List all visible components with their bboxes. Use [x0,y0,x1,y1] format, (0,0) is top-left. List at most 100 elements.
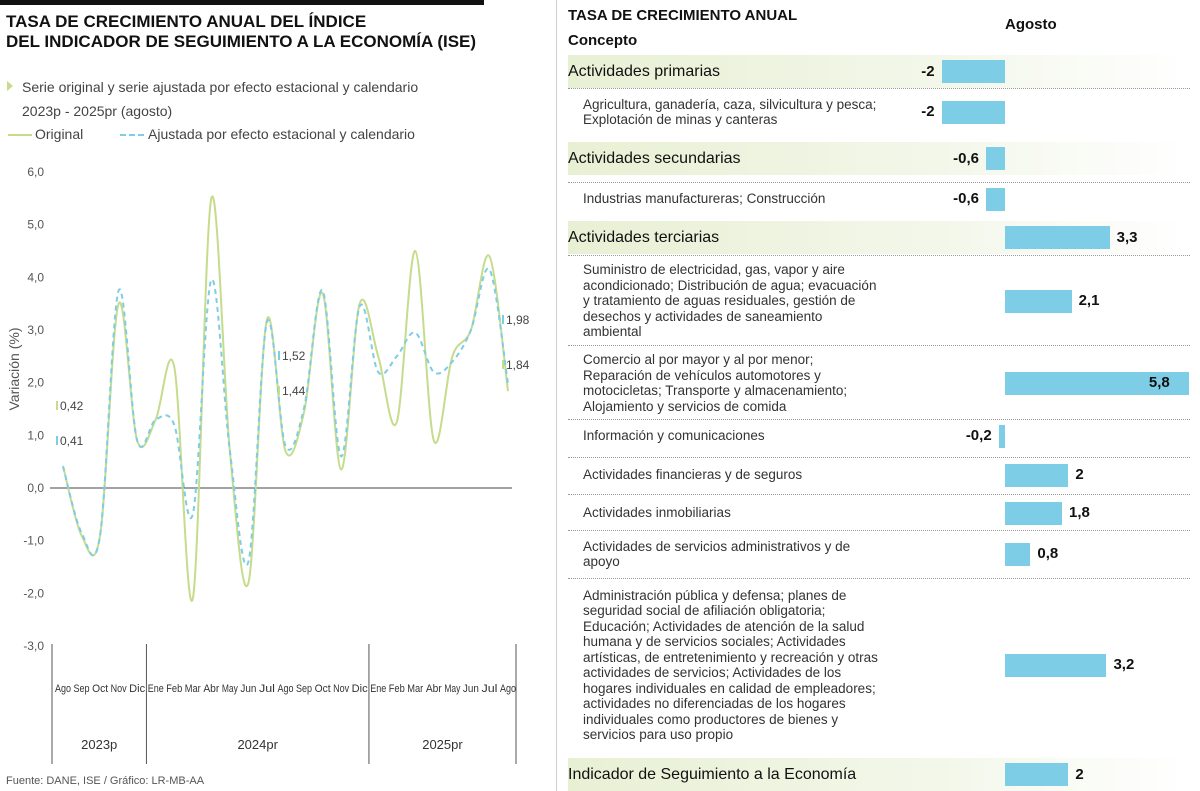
x-tick-label: Dic [129,683,146,695]
label-end-adjusted: 1,98 [506,313,530,327]
label-mid-original: 1,44 [282,384,306,398]
y-tick-label: 6,0 [27,165,44,179]
y-tick-label: 5,0 [27,218,44,232]
panel-divider [556,0,557,791]
row-separator [568,494,1190,495]
y-tick-label: 4,0 [27,270,44,284]
subcategory-row: Actividades inmobiliarias [568,496,1190,530]
row-separator [568,88,1190,89]
row-label: Indicador de Seguimiento a la Economía [568,765,857,783]
row-separator [568,578,1190,579]
title-line-1: TASA DE CRECIMIENTO ANUAL DEL ÍNDICE [6,12,367,31]
bar [1005,371,1189,395]
label-mid-original-marker [278,386,280,395]
bar-value-label: -2 [921,103,935,120]
x-tick-label: Nov [111,683,127,695]
chart-title: TASA DE CRECIMIENTO ANUAL DEL ÍNDICE DEL… [6,12,476,52]
year-label: 2023p [81,737,117,752]
bar [1005,463,1069,487]
bar [1005,542,1031,566]
category-row: Actividades secundarias [568,142,1190,175]
x-tick-label: Ago [278,683,294,695]
row-separator [568,345,1190,346]
x-tick-label: Ene [370,683,386,695]
title-line-2: DEL INDICADOR DE SEGUIMIENTO A LA ECONOM… [6,32,477,51]
label-mid-adjusted-marker [278,351,280,360]
chart-period: 2023p - 2025pr (agosto) [22,103,173,119]
bar-value-label: 0,8 [1037,545,1059,562]
bar [985,147,1005,170]
y-tick-label: -1,0 [23,534,44,548]
x-tick-label: May [444,683,460,695]
row-separator [568,255,1190,256]
bar [1005,763,1069,786]
x-tick-label: Oct [92,683,108,695]
row-label: Actividades de servicios administrativos… [583,538,851,570]
row-label: Actividades terciarias [568,228,720,246]
legend-adjusted-swatch [120,134,144,136]
x-tick-label: Ago [55,683,71,695]
x-tick-label: Ago [500,683,516,695]
bar-value-label: -2 [921,62,935,80]
label-end-original-marker [502,360,504,369]
y-tick-label: -3,0 [23,639,44,653]
top-rule [0,0,484,5]
chart-subtitle: Serie original y serie ajustada por efec… [22,79,419,95]
y-axis-label: Variación (%) [6,328,22,411]
bar-value-label: -0,2 [965,427,992,444]
subcategory-row: Suministro de electricidad, gas, vapor y… [568,257,1190,345]
label-start-original-marker [56,401,58,410]
label-start-adjusted: 0,41 [60,434,84,448]
x-tick-label: Abr [203,683,219,695]
row-label: Actividades financieras y de seguros [583,467,803,483]
row-label: Suministro de electricidad, gas, vapor y… [583,262,877,340]
x-tick-label: Jun [240,683,256,695]
x-tick-label: Abr [426,683,442,695]
bar-value-label: -0,6 [953,190,979,207]
row-label: Actividades primarias [568,62,721,80]
bar [1005,226,1110,249]
bar-value-label: 3,2 [1113,656,1135,673]
bar [1005,501,1063,525]
x-tick-label: Ene [148,683,164,695]
x-tick-label: Nov [333,683,349,695]
label-end-adjusted-marker [502,315,504,324]
row-label: Administración pública y defensa; planes… [583,587,878,743]
row-separator [568,419,1190,420]
x-tick-label: Feb [389,683,405,695]
bar-value-label: 2,1 [1078,292,1100,309]
bar-value-label: 1,8 [1069,504,1090,521]
bullet-triangle-icon [7,81,13,91]
subcategory-row: Comercio al por mayor y al por menor; Re… [568,347,1190,419]
x-tick-label: Feb [166,683,182,695]
concept-column-header: Concepto [568,32,638,49]
x-tick-label: Sep [296,683,312,695]
category-row: Indicador de Seguimiento a la Economía [568,758,1190,791]
label-mid-adjusted: 1,52 [282,349,306,363]
bar-value-label: 2 [1075,765,1084,783]
bar [985,187,1005,211]
row-separator [568,182,1190,183]
row-label: Agricultura, ganadería, caza, silvicultu… [583,96,877,128]
label-start-original: 0,42 [60,399,84,413]
bar-value-label: 2 [1075,466,1084,483]
label-start-adjusted-marker [56,436,58,445]
subcategory-row: Industrias manufactureras; Construcción [568,184,1190,214]
x-tick-label: Jun [463,683,479,695]
row-label: Comercio al por mayor y al por menor; Re… [583,352,848,414]
x-tick-label: May [222,683,238,695]
row-label: Actividades secundarias [568,149,741,167]
row-separator [568,457,1190,458]
x-tick-label: Sep [74,683,90,695]
bar-value-label: 5,8 [1148,374,1170,391]
bar [998,424,1005,448]
line-chart: 6,0 5,0 4,0 3,0 2,0 1,0 0,0 -1,0 -2,0 -3,0 Variaci… [6,165,530,764]
y-tick-label: 0,0 [27,481,44,495]
bar-table-title: TASA DE CRECIMIENTO ANUAL [568,7,798,24]
subcategory-row: Actividades financieras y de seguros [568,459,1190,491]
agosto-column-header: Agosto [1005,16,1057,33]
bar [1005,653,1107,677]
subcategory-row: Información y comunicaciones [568,421,1190,451]
x-tick-label: Jul [259,683,275,695]
y-tick-label: 3,0 [27,323,44,337]
